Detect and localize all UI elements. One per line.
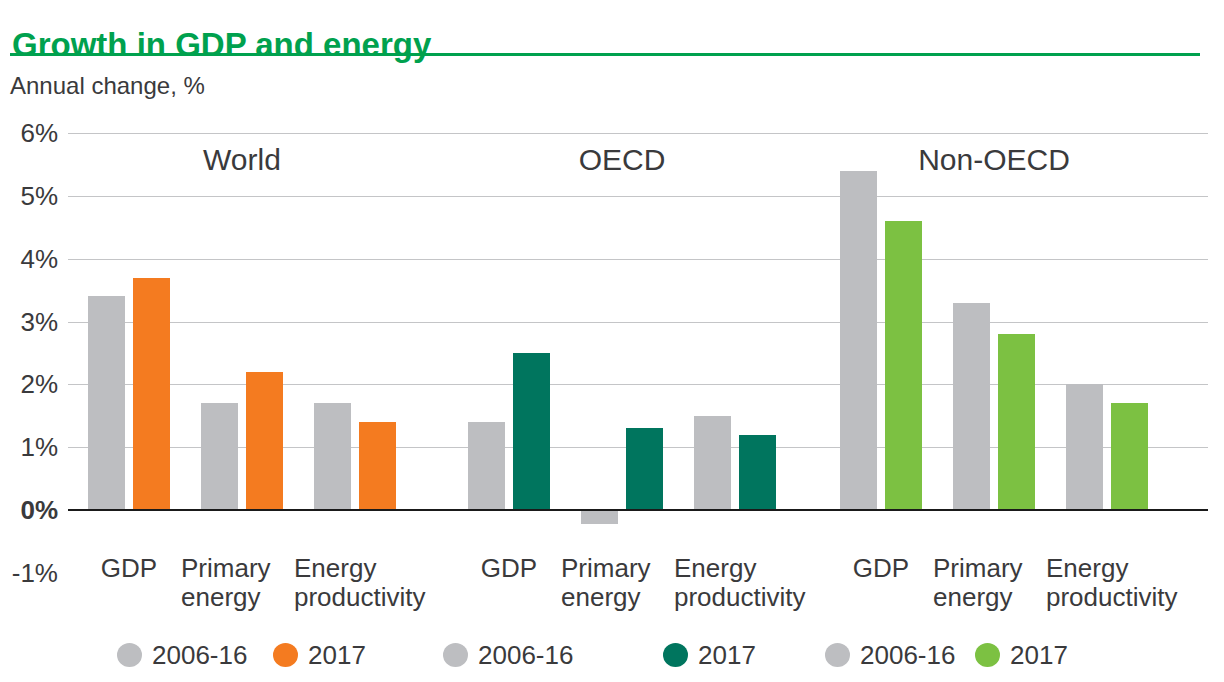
gridline-2pct — [68, 384, 1208, 385]
axis-unit-label: Annual change, % — [10, 72, 205, 100]
bar-world-gdp-2006-16 — [88, 296, 125, 510]
group-title-world: World — [88, 143, 396, 177]
legend-swatch-5-2017 — [975, 643, 1000, 667]
legend-swatch-2-2006-16 — [443, 643, 468, 667]
x-category-label-oecd-energy-productivity: Energyproductivity — [674, 554, 806, 612]
title-rule — [10, 53, 1200, 56]
chart-page: Growth in GDP and energy Annual change, … — [0, 0, 1224, 682]
legend-swatch-0-2006-16 — [117, 643, 142, 667]
legend-label-0-2006-16: 2006-16 — [152, 642, 247, 668]
legend-label-4-2006-16: 2006-16 — [860, 642, 955, 668]
bar-oecd-energy-productivity-2006-16 — [694, 416, 731, 510]
bar-non-oecd-gdp-2006-16 — [840, 171, 877, 510]
bar-non-oecd-primary-energy-2017 — [998, 334, 1035, 510]
gridline-6pct — [68, 133, 1208, 134]
bar-world-energy-productivity-2017 — [359, 422, 396, 510]
y-tick-label-2pct: 2% — [0, 369, 58, 399]
y-tick-label-0pct: 0% — [0, 495, 58, 525]
legend-swatch-4-2006-16 — [825, 643, 850, 667]
chart-title: Growth in GDP and energy — [12, 26, 431, 64]
y-tick-label-5pct: 5% — [0, 181, 58, 211]
legend-swatch-3-2017 — [663, 643, 688, 667]
y-tick-label-1pct: 1% — [0, 432, 58, 462]
bar-oecd-primary-energy-2006-16 — [581, 511, 618, 524]
y-tick-label-3pct: 3% — [0, 307, 58, 337]
bar-world-energy-productivity-2006-16 — [314, 403, 351, 510]
bar-world-primary-energy-2006-16 — [201, 403, 238, 510]
gridline-3pct — [68, 322, 1208, 323]
bar-non-oecd-energy-productivity-2006-16 — [1066, 384, 1103, 510]
bar-world-gdp-2017 — [133, 278, 170, 510]
legend-label-2-2006-16: 2006-16 — [478, 642, 573, 668]
bar-non-oecd-energy-productivity-2017 — [1111, 403, 1148, 510]
x-category-label-world-energy-productivity: Energyproductivity — [294, 554, 426, 612]
group-title-non-oecd: Non-OECD — [840, 143, 1148, 177]
bar-world-primary-energy-2017 — [246, 372, 283, 510]
legend-label-5-2017: 2017 — [1010, 642, 1068, 668]
group-title-oecd: OECD — [468, 143, 776, 177]
gridline-4pct — [68, 259, 1208, 260]
bar-oecd-gdp-2017 — [513, 353, 550, 510]
bar-non-oecd-gdp-2017 — [885, 221, 922, 510]
gridline-5pct — [68, 196, 1208, 197]
bar-non-oecd-primary-energy-2006-16 — [953, 303, 990, 510]
bar-oecd-gdp-2006-16 — [468, 422, 505, 510]
legend-label-3-2017: 2017 — [698, 642, 756, 668]
x-axis-zero-line — [68, 509, 1208, 511]
x-category-label-non-oecd-energy-productivity: Energyproductivity — [1046, 554, 1178, 612]
legend-label-1-2017: 2017 — [308, 642, 366, 668]
x-category-label-non-oecd-primary-energy: Primaryenergy — [933, 554, 1023, 612]
y-tick-label-6pct: 6% — [0, 118, 58, 148]
bar-oecd-energy-productivity-2017 — [739, 435, 776, 510]
bar-oecd-primary-energy-2017 — [626, 428, 663, 510]
x-category-label-world-primary-energy: Primaryenergy — [181, 554, 271, 612]
x-category-label-oecd-primary-energy: Primaryenergy — [561, 554, 651, 612]
legend-swatch-1-2017 — [273, 643, 298, 667]
y-tick-label-4pct: 4% — [0, 244, 58, 274]
